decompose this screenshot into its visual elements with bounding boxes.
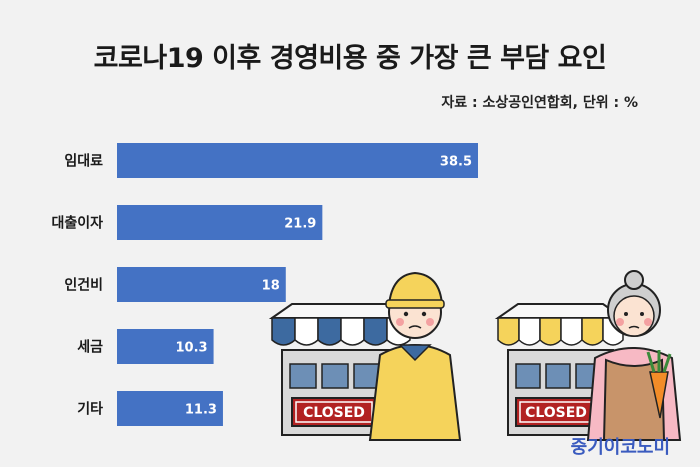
- bar: [117, 267, 286, 302]
- bar: [117, 391, 223, 426]
- closed-sign-left: CLOSED: [303, 405, 365, 421]
- category-label: 세금: [77, 340, 103, 356]
- elderly-shopkeeper-illustration: [586, 270, 682, 441]
- closed-sign-right: CLOSED: [525, 405, 587, 421]
- value-label: 18: [262, 279, 280, 294]
- value-label: 10.3: [176, 341, 208, 356]
- bars-layer: 임대료 38.5 대출이자 21.9 인건비 18 세금 10.3 기타 11.3: [51, 143, 478, 426]
- bar: [117, 143, 478, 178]
- value-label: 21.9: [284, 217, 316, 232]
- worker-illustration: [368, 271, 462, 441]
- chart-title: 코로나19 이후 경영비용 중 가장 큰 부담 요인: [93, 43, 607, 74]
- category-label: 기타: [77, 402, 103, 418]
- bar: [117, 205, 323, 240]
- source-note: 자료 : 소상공인연합회, 단위 : %: [441, 95, 638, 111]
- brand-logo: 중기이코노미: [570, 437, 670, 458]
- category-label: 인건비: [64, 277, 103, 294]
- bar: [117, 329, 214, 364]
- value-label: 11.3: [185, 403, 217, 418]
- value-label: 38.5: [440, 155, 472, 170]
- category-label: 임대료: [64, 154, 103, 170]
- category-label: 대출이자: [51, 215, 103, 232]
- illustration: CLOSED: [268, 270, 682, 441]
